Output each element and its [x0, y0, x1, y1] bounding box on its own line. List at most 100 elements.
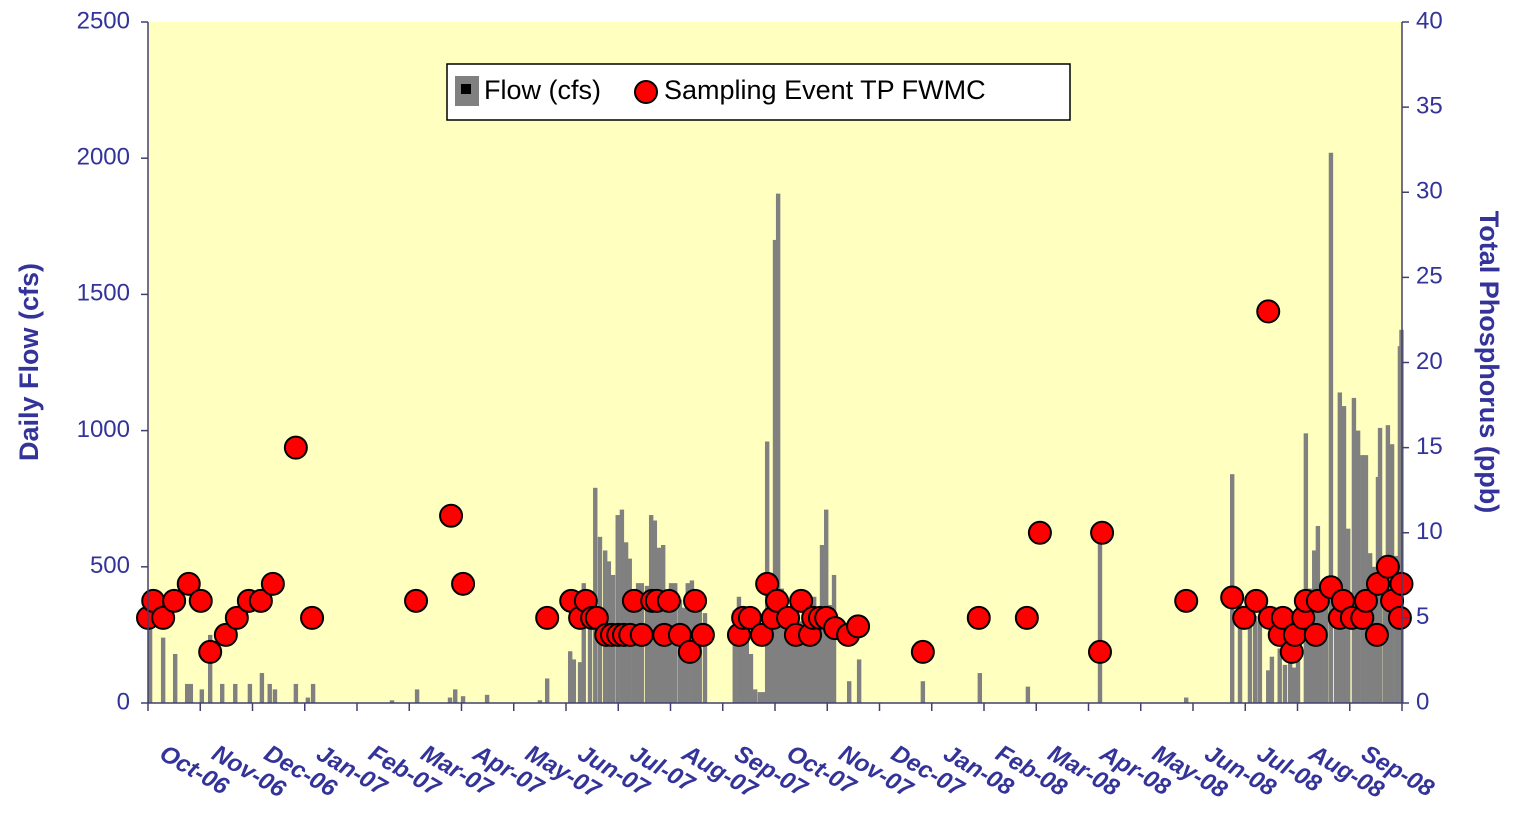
flow-bar	[1247, 607, 1253, 703]
flow-bar	[815, 615, 821, 703]
flow-bar	[147, 621, 153, 703]
flow-bar	[856, 659, 862, 703]
tp-point	[439, 503, 464, 528]
flow-bar	[732, 610, 737, 703]
flow-bar	[827, 604, 833, 703]
flow-bar	[1303, 433, 1309, 703]
legend-label: Sampling Event TP FWMC	[664, 75, 986, 105]
flow-bar	[1351, 397, 1357, 703]
tp-point	[1256, 299, 1281, 324]
tp-point	[1387, 605, 1412, 630]
flow-bar	[453, 689, 458, 703]
flow-bar	[811, 596, 817, 703]
tp-point	[198, 639, 223, 664]
tp-point	[765, 588, 790, 613]
flow-bar	[160, 637, 166, 703]
legend-swatch-inner	[461, 84, 471, 94]
points	[136, 299, 1414, 664]
flow-bar	[664, 594, 670, 703]
flow-bar	[1291, 667, 1297, 703]
tp-point	[1090, 520, 1115, 545]
tp-point	[629, 622, 654, 647]
tp-point	[1220, 585, 1245, 610]
flow-bar	[577, 662, 583, 703]
flow-bar	[460, 696, 466, 703]
flow-bar	[447, 697, 453, 703]
flow-bar	[1337, 392, 1343, 703]
flow-bar	[207, 634, 213, 703]
tp-point	[1244, 588, 1269, 613]
tp-point	[404, 588, 429, 613]
flow-bar	[581, 583, 586, 703]
y-tick-label: 1000	[77, 416, 130, 443]
tp-point	[248, 588, 273, 613]
tp-point	[1174, 588, 1199, 613]
flow-bar	[787, 610, 793, 703]
y2-tick-label: 15	[1416, 433, 1443, 460]
y-tick-label: 2500	[77, 7, 130, 34]
tp-point	[283, 435, 308, 460]
tp-point	[535, 605, 560, 630]
y2-tick-label: 5	[1416, 603, 1429, 630]
flow-bar	[219, 683, 225, 703]
tp-point	[846, 614, 871, 639]
y2-axis-title: Total Phosphorus (ppb)	[1474, 211, 1504, 513]
flow-bar	[272, 689, 278, 703]
tp-point	[677, 639, 702, 664]
flow-bar	[1307, 588, 1313, 703]
flow-bar	[1382, 599, 1387, 703]
tp-point	[1353, 588, 1378, 613]
y-tick-label: 500	[90, 552, 130, 579]
y-axis-title: Daily Flow (cfs)	[14, 263, 44, 461]
flow-bar	[389, 700, 395, 703]
y2-tick-label: 20	[1416, 348, 1443, 375]
flow-bar	[1252, 615, 1258, 703]
y2-tick-label: 10	[1416, 518, 1443, 545]
flow-bar	[567, 651, 573, 703]
flow-bar	[199, 689, 205, 703]
flow-bar	[172, 653, 178, 703]
tp-point	[1087, 639, 1112, 664]
y-tick-label: 2000	[77, 144, 130, 171]
tp-point	[656, 588, 681, 613]
flow-bar	[920, 681, 926, 703]
flow-bar	[799, 621, 805, 703]
flow-bar	[775, 193, 781, 703]
tp-point	[213, 622, 238, 647]
flow-bar	[744, 613, 749, 703]
flow-bar	[761, 692, 767, 703]
flow-bar	[1319, 602, 1325, 703]
legend-label: Flow (cfs)	[484, 75, 601, 105]
flow-bar	[772, 239, 778, 704]
flow-bar	[1360, 455, 1365, 703]
flow-bar	[1237, 604, 1243, 703]
flow-bar	[1025, 686, 1031, 703]
flow-bar	[414, 689, 420, 703]
flow-bar	[779, 588, 784, 703]
flow-bar	[783, 607, 789, 703]
flow-bar	[267, 683, 272, 703]
flow-bar	[1363, 455, 1369, 703]
flow-bar	[615, 515, 620, 703]
flow-bar	[1328, 152, 1334, 703]
y2-tick-label: 30	[1416, 178, 1443, 205]
legend-box	[446, 63, 1071, 121]
tp-point	[910, 639, 935, 664]
tp-point	[966, 605, 991, 630]
flow-bar	[757, 692, 763, 703]
tp-point	[176, 571, 201, 596]
flow-bar	[293, 683, 299, 703]
flow-bar	[1341, 406, 1347, 703]
y-tick-label: 1500	[77, 280, 130, 307]
flow-bar	[571, 659, 577, 703]
flow-bar	[748, 653, 754, 703]
flow-bar	[977, 673, 983, 703]
flow-bar	[259, 673, 265, 703]
y2-tick-label: 0	[1416, 688, 1429, 715]
flow-bar	[1269, 656, 1275, 703]
tp-point	[1364, 622, 1389, 647]
flow-bar	[752, 689, 758, 703]
flow-bar	[233, 683, 238, 703]
flow-bar	[1184, 697, 1189, 703]
flow-bar	[484, 694, 490, 703]
